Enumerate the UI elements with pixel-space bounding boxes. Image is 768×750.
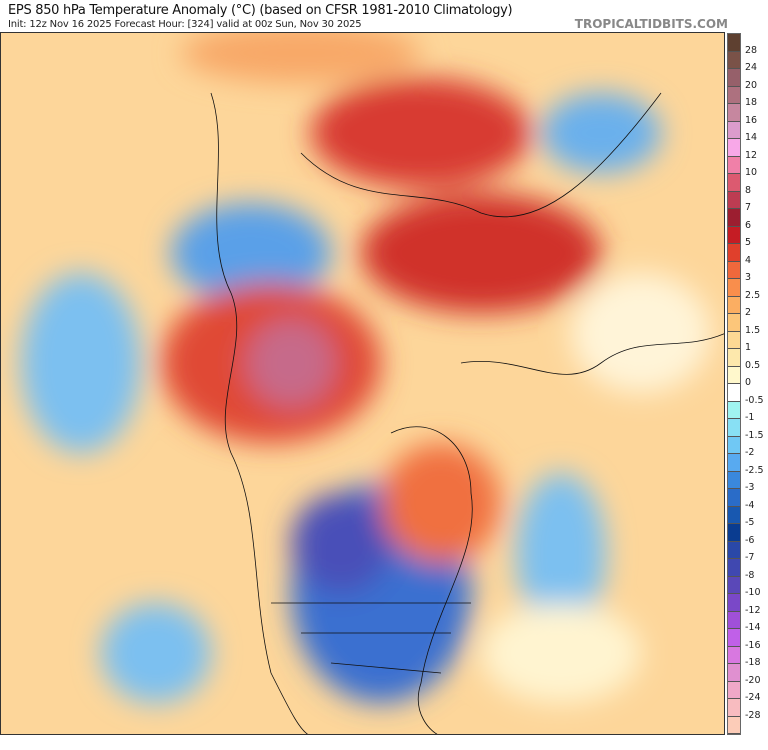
colorbar-bin xyxy=(728,51,740,69)
colorbar-bin xyxy=(728,594,740,612)
colorbar-bin xyxy=(728,681,740,699)
colorbar-label: 12 xyxy=(745,149,758,161)
colorbar-label: -0.5 xyxy=(745,394,764,406)
colorbar-label: -6 xyxy=(745,534,755,546)
colorbar-label: 14 xyxy=(745,132,758,143)
colorbar xyxy=(727,33,741,735)
colorbar-label: 20 xyxy=(745,79,758,91)
colorbar-bin xyxy=(728,384,740,402)
colorbar-label: 0.5 xyxy=(745,359,761,371)
colorbar-bin xyxy=(728,279,740,297)
colorbar-bin xyxy=(728,576,740,594)
colorbar-bin xyxy=(728,209,740,227)
colorbar-bin xyxy=(728,244,740,262)
colorbar-bin xyxy=(728,261,740,279)
colorbar-bin xyxy=(728,524,740,542)
colorbar-label: -24 xyxy=(745,692,761,703)
colorbar-bin xyxy=(728,419,740,437)
colorbar-label: -18 xyxy=(745,657,761,668)
colorbar-label: -10 xyxy=(745,587,761,598)
colorbar-label: -12 xyxy=(745,604,761,616)
colorbar-label: 1 xyxy=(745,342,752,353)
colorbar-bin xyxy=(728,34,740,52)
colorbar-bin xyxy=(728,559,740,577)
colorbar-label: -3 xyxy=(745,482,755,493)
colorbar-bin xyxy=(728,191,740,209)
colorbar-label: -1.5 xyxy=(745,429,764,441)
colorbar-label: -4 xyxy=(745,499,755,511)
colorbar-bin xyxy=(728,664,740,682)
colorbar-bin xyxy=(728,121,740,139)
colorbar-bin xyxy=(728,629,740,647)
colorbar-bin xyxy=(728,471,740,489)
colorbar-label: 7 xyxy=(745,202,752,213)
colorbar-label: -8 xyxy=(745,569,755,581)
map-title: EPS 850 hPa Temperature Anomaly (°C) (ba… xyxy=(8,3,513,18)
colorbar-bin xyxy=(728,611,740,629)
colorbar-bin xyxy=(728,226,740,244)
colorbar-label: 0 xyxy=(745,377,752,388)
colorbar-bin xyxy=(728,646,740,664)
colorbar-bin xyxy=(728,139,740,157)
colorbar-label: 1.5 xyxy=(745,324,761,336)
colorbar-label: 2 xyxy=(745,307,752,318)
temperature-anomaly-map xyxy=(0,32,725,735)
colorbar-bin xyxy=(728,104,740,122)
colorbar-bin xyxy=(728,454,740,472)
colorbar-bin xyxy=(728,436,740,454)
colorbar-bin xyxy=(728,489,740,507)
colorbar-label: -2 xyxy=(745,447,755,458)
colorbar-label: 10 xyxy=(745,167,758,178)
colorbar-bin xyxy=(728,296,740,314)
colorbar-bin xyxy=(728,314,740,332)
colorbar-bin xyxy=(728,506,740,524)
colorbar-label: 16 xyxy=(745,114,758,126)
colorbar-bin xyxy=(728,86,740,104)
colorbar-label: -20 xyxy=(745,674,761,686)
colorbar-bin xyxy=(728,699,740,717)
colorbar-label: 6 xyxy=(745,219,752,231)
colorbar-bin xyxy=(728,174,740,192)
colorbar-label: -14 xyxy=(745,622,761,633)
colorbar-label: 18 xyxy=(745,97,758,108)
colorbar-label: -2.5 xyxy=(745,464,764,476)
colorbar-bin xyxy=(728,366,740,384)
colorbar-bin xyxy=(728,401,740,419)
colorbar-label: 5 xyxy=(745,237,752,248)
colorbar-label: 24 xyxy=(745,62,758,73)
colorbar-label: -5 xyxy=(745,517,755,528)
colorbar-label: 8 xyxy=(745,184,752,196)
colorbar-label: 2.5 xyxy=(745,289,761,301)
colorbar-label: -1 xyxy=(745,412,755,423)
colorbar-label: 3 xyxy=(745,272,752,283)
colorbar-bin xyxy=(728,716,740,734)
colorbar-bin xyxy=(728,349,740,367)
colorbar-bin xyxy=(728,331,740,349)
colorbar-label: 4 xyxy=(745,254,752,266)
colorbar-bin xyxy=(728,156,740,174)
brand-logo-text: TROPICALTIDBITS.COM xyxy=(574,17,728,31)
colorbar-label: 28 xyxy=(745,44,758,56)
colorbar-bin xyxy=(728,69,740,87)
run-info: Init: 12z Nov 16 2025 Forecast Hour: [32… xyxy=(8,19,362,30)
colorbar-label: -16 xyxy=(745,639,761,651)
colorbar-label: -7 xyxy=(745,552,755,563)
colorbar-label: -28 xyxy=(745,709,761,721)
colorbar-bin xyxy=(728,541,740,559)
